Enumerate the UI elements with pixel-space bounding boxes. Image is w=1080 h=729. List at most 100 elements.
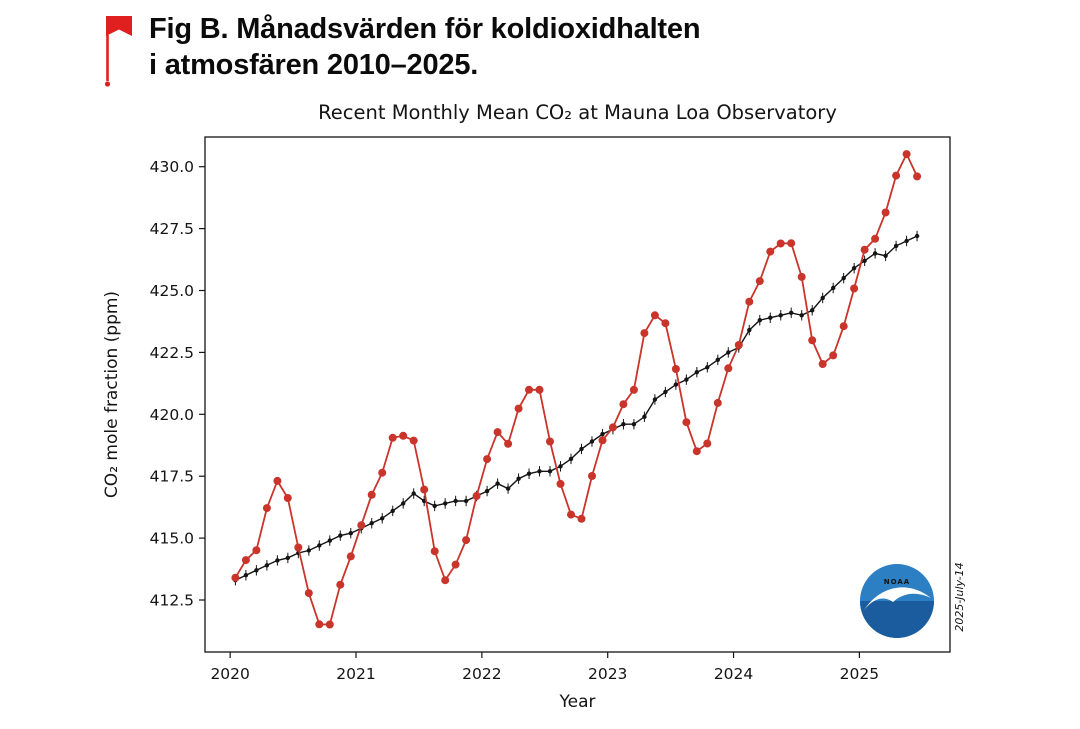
noaa-logo-sea bbox=[860, 601, 934, 638]
data-point bbox=[495, 481, 500, 486]
data-point bbox=[357, 521, 366, 530]
data-point bbox=[600, 431, 605, 437]
data-point bbox=[682, 418, 691, 427]
data-point bbox=[463, 498, 469, 504]
data-point bbox=[338, 533, 343, 538]
data-point bbox=[671, 365, 680, 373]
data-point bbox=[692, 447, 701, 456]
data-point bbox=[525, 385, 533, 394]
data-point bbox=[346, 552, 355, 561]
data-point bbox=[317, 543, 322, 548]
data-point bbox=[652, 397, 658, 402]
data-point bbox=[726, 350, 731, 355]
data-point bbox=[713, 398, 722, 407]
data-point bbox=[441, 576, 450, 585]
data-point bbox=[831, 285, 836, 291]
data-point bbox=[631, 422, 637, 427]
data-point bbox=[766, 247, 775, 256]
data-point bbox=[661, 319, 670, 328]
data-point bbox=[443, 501, 448, 506]
data-point bbox=[526, 471, 532, 476]
data-point bbox=[621, 422, 626, 427]
data-point bbox=[325, 620, 334, 629]
data-point bbox=[694, 370, 699, 375]
data-point bbox=[776, 239, 785, 248]
data-point bbox=[275, 558, 280, 563]
data-point bbox=[411, 491, 416, 496]
data-point bbox=[820, 295, 825, 301]
x-tick-label: 2020 bbox=[210, 665, 249, 683]
flag-pole-base bbox=[104, 81, 111, 87]
x-tick-label: 2022 bbox=[462, 665, 501, 683]
data-point bbox=[367, 490, 376, 499]
flag-shape bbox=[106, 16, 132, 36]
chart-title: Recent Monthly Mean CO₂ at Mauna Loa Obs… bbox=[318, 101, 837, 124]
data-point bbox=[881, 208, 890, 217]
data-point bbox=[254, 568, 259, 573]
data-point bbox=[851, 266, 857, 271]
data-point bbox=[409, 436, 418, 445]
data-point bbox=[430, 547, 439, 556]
data-point bbox=[787, 239, 796, 248]
data-point bbox=[241, 556, 250, 565]
y-tick-label: 415.0 bbox=[150, 530, 194, 548]
data-point bbox=[860, 245, 869, 254]
data-point bbox=[755, 277, 764, 286]
data-point bbox=[883, 253, 888, 258]
data-point bbox=[568, 456, 574, 462]
y-axis-label: CO₂ mole fraction (ppm) bbox=[102, 291, 122, 498]
data-point bbox=[715, 357, 720, 362]
data-point bbox=[546, 437, 554, 446]
data-point bbox=[588, 472, 596, 480]
data-point bbox=[808, 336, 817, 345]
data-point bbox=[810, 308, 815, 313]
data-point bbox=[451, 560, 460, 569]
data-point bbox=[663, 389, 668, 395]
data-point bbox=[778, 313, 783, 318]
data-point bbox=[285, 555, 290, 561]
data-point bbox=[432, 503, 437, 509]
co2-chart: 412.5 415.0 417.5 420.0 422.5 425.0 427.5 430.0… bbox=[102, 101, 966, 712]
series-line bbox=[234, 152, 918, 626]
figure-caption: Fig B. Månadsvärden för koldioxidhalten … bbox=[104, 12, 701, 89]
y-tick-label: 425.0 bbox=[150, 282, 194, 300]
data-point bbox=[797, 272, 806, 281]
data-point bbox=[893, 243, 899, 249]
data-point bbox=[850, 284, 859, 293]
data-point bbox=[283, 494, 292, 502]
data-point bbox=[862, 258, 867, 263]
data-point bbox=[913, 172, 922, 181]
y-tick-label: 417.5 bbox=[150, 468, 194, 486]
data-point bbox=[747, 327, 752, 333]
noaa-logo: NOAA bbox=[860, 564, 934, 638]
data-point bbox=[304, 589, 313, 598]
data-point bbox=[484, 488, 490, 494]
data-point bbox=[841, 275, 846, 281]
data-point bbox=[640, 329, 649, 338]
data-point bbox=[872, 251, 878, 256]
data-point bbox=[378, 468, 387, 477]
data-point bbox=[642, 414, 647, 419]
data-point bbox=[472, 492, 481, 500]
x-tick-label: 2025 bbox=[840, 665, 879, 683]
data-point bbox=[315, 620, 324, 629]
caption-line1: Fig B. Månadsvärden för koldioxidhalten bbox=[149, 13, 701, 45]
data-point bbox=[799, 313, 804, 318]
data-point bbox=[567, 510, 575, 519]
data-point bbox=[264, 563, 270, 568]
y-tick-label: 422.5 bbox=[150, 344, 194, 362]
data-point bbox=[724, 364, 733, 373]
x-tick-label: 2021 bbox=[336, 665, 375, 683]
data-point bbox=[768, 315, 773, 320]
data-point bbox=[336, 580, 345, 589]
data-point bbox=[650, 311, 659, 320]
y-tick-label: 430.0 bbox=[150, 158, 194, 176]
y-tick-label: 412.5 bbox=[150, 592, 194, 610]
data-point bbox=[703, 439, 712, 448]
x-tick-label: 2023 bbox=[588, 665, 627, 683]
data-point bbox=[327, 538, 332, 543]
data-point bbox=[516, 476, 521, 481]
data-point bbox=[579, 446, 584, 452]
data-point bbox=[608, 423, 617, 432]
